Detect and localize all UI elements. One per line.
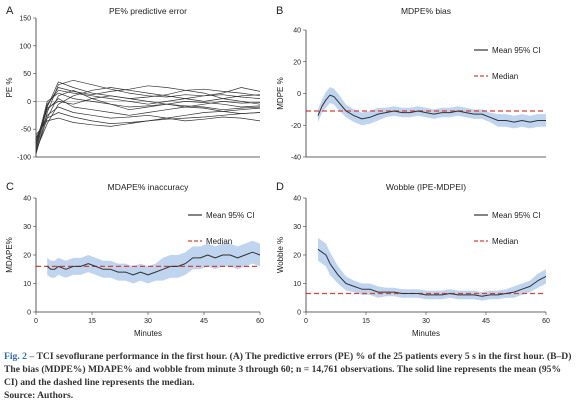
panel-d-ci-band xyxy=(318,237,546,301)
panel-a-series-line-1 xyxy=(35,81,261,152)
panel-d-wobble-chart: Wobble (IPE-MDPEI) 0 10 20 30 40 0 15 30 45 60 Wobb… xyxy=(276,182,550,338)
panel-d-xtick-label-1: 15 xyxy=(362,318,370,325)
panel-c-ytick-label-0: 0 xyxy=(27,310,31,317)
panel-a-series-line-6 xyxy=(35,112,261,138)
panel-d-legend-median-label: Median xyxy=(492,237,518,246)
panel-b-ytick-label-4: 40 xyxy=(293,28,301,35)
panel-c-ytick-label-2: 20 xyxy=(23,253,31,260)
panel-d-ytick-label-0: 0 xyxy=(297,310,301,317)
panel-a-series-line-2 xyxy=(35,89,261,149)
panel-c-title: MDAPE% inaccuracy xyxy=(108,182,190,192)
panel-a-title: PE% predictive error xyxy=(109,6,187,16)
panel-letter-a: A xyxy=(6,5,14,17)
panel-d-ytick-label-1: 10 xyxy=(293,281,301,288)
panel-c-xtick-label-0: 0 xyxy=(34,318,38,325)
panel-c-ylabel: MDAPE% xyxy=(5,237,14,273)
panel-a-series-line-5 xyxy=(35,106,261,141)
panel-a-ytick-label-2: 0 xyxy=(27,99,31,106)
panel-c-ytick-label-4: 40 xyxy=(23,196,31,203)
panel-a-ytick-label-0: -100 xyxy=(17,155,31,162)
panel-d-title: Wobble (IPE-MDPEI) xyxy=(386,182,466,192)
panel-d-xtick-label-0: 0 xyxy=(304,318,308,325)
panel-b-legend-mean-label: Mean 95% CI xyxy=(492,46,540,55)
panel-d-xlabel: Minutes xyxy=(412,329,440,338)
panel-d-xtick-label-3: 45 xyxy=(482,318,490,325)
caption-text: TCI sevoflurane performance in the first… xyxy=(4,351,572,388)
caption-label: Fig. 2 – xyxy=(4,351,35,362)
panel-d-legend-mean-label: Mean 95% CI xyxy=(492,211,540,220)
caption-source: Source: Authors. xyxy=(4,390,74,401)
panel-d-ytick-label-4: 40 xyxy=(293,196,301,203)
panel-c-ytick-label-1: 10 xyxy=(23,281,31,288)
panel-a-ytick-label-1: -50 xyxy=(21,127,31,134)
panel-a-series-line-10 xyxy=(35,85,261,145)
panel-c-mean-line xyxy=(46,251,261,276)
panel-a-series-line-9 xyxy=(35,89,261,153)
panel-d-xtick-label-2: 30 xyxy=(422,318,430,325)
panel-b-ytick-label-3: 20 xyxy=(293,59,301,66)
figure: A B C D PE% predictive error -100 -50 0 50 10… xyxy=(5,5,550,338)
panel-c-legend-median-label: Median xyxy=(206,237,232,246)
panel-c-xtick-label-3: 45 xyxy=(200,318,208,325)
panel-c-xtick-label-4: 60 xyxy=(256,318,264,325)
panel-a-ylabel: PE % xyxy=(5,77,14,97)
panel-c-mdape-chart: MDAPE% inaccuracy 0 10 20 30 40 0 15 30 45 60 MDAPE… xyxy=(5,182,264,338)
panel-a-ytick-label-3: 50 xyxy=(23,71,31,78)
panel-a-series-line-7 xyxy=(35,107,261,136)
panel-a-series-line-8 xyxy=(35,87,261,151)
panel-d-ytick-label-3: 30 xyxy=(293,224,301,231)
panel-b-mean-line xyxy=(317,94,546,123)
panel-a-series-line-3 xyxy=(35,92,261,146)
panel-d-ytick-label-2: 20 xyxy=(293,253,301,260)
panel-a-series-line-11 xyxy=(35,95,261,141)
panel-b-ci-band xyxy=(318,87,546,129)
panel-b-ytick-label-1: -20 xyxy=(291,123,301,130)
panel-c-xtick-label-2: 30 xyxy=(144,318,152,325)
figure-caption: Fig. 2 – TCI sevoflurane performance in … xyxy=(4,350,576,402)
panel-d-mean-line xyxy=(317,248,547,297)
panel-c-ytick-label-3: 30 xyxy=(23,224,31,231)
panel-b-legend-median-label: Median xyxy=(492,72,518,81)
panel-a-series-line-0 xyxy=(35,79,261,155)
panel-letter-d: D xyxy=(276,181,284,193)
panel-c-xlabel: Minutes xyxy=(134,329,162,338)
panel-a-ytick-label-4: 100 xyxy=(19,43,31,50)
panel-d-ylabel: Wobble % xyxy=(276,237,285,273)
panel-b-ytick-label-0: -40 xyxy=(291,155,301,162)
panel-c-legend-mean-label: Mean 95% CI xyxy=(206,211,254,220)
panel-c-xtick-label-1: 15 xyxy=(88,318,96,325)
panel-c-ci-band xyxy=(47,240,261,284)
panel-b-ytick-label-2: 0 xyxy=(297,91,301,98)
panel-d-xtick-label-4: 60 xyxy=(542,318,550,325)
panel-a-pe-chart: PE% predictive error -100 -50 0 50 100 150 PE % xyxy=(5,6,261,162)
panel-b-ylabel: MDPE % xyxy=(276,77,285,109)
panel-a-ytick-label-5: 150 xyxy=(19,16,31,23)
panel-a-series-line-4 xyxy=(35,98,261,144)
panel-letter-c: C xyxy=(6,181,14,193)
panel-b-title: MDPE% bias xyxy=(401,6,451,16)
panel-letter-b: B xyxy=(276,5,283,17)
panel-b-mdpe-chart: MDPE% bias -40 -20 0 20 40 MDPE % Mean 95% CI Me… xyxy=(276,6,546,162)
